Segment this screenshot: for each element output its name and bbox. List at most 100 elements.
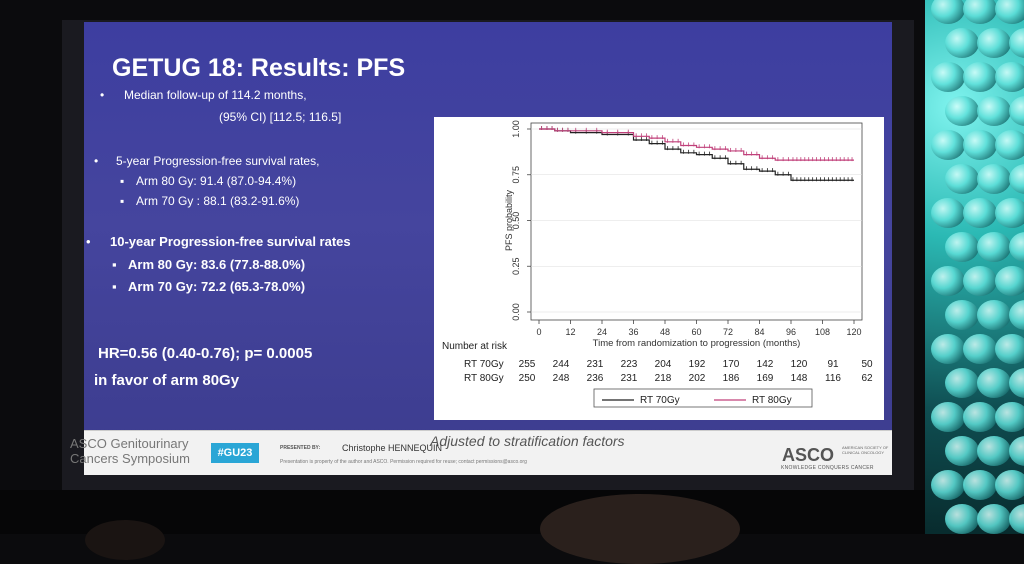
adjusted-note: Adjusted to stratification factors bbox=[430, 433, 625, 449]
wall-tile bbox=[1009, 368, 1024, 398]
presenter-name: Christophe HENNEQUIN bbox=[342, 443, 443, 453]
hr-line1: HR=0.56 (0.40-0.76); p= 0.0005 bbox=[98, 345, 313, 362]
followup-line2: (95% CI) [112.5; 116.5] bbox=[219, 110, 342, 124]
wall-tile bbox=[995, 266, 1024, 296]
series-line-rt80 bbox=[539, 128, 854, 161]
wall-tile bbox=[963, 62, 997, 92]
series-line-rt70 bbox=[539, 128, 854, 181]
wall-tile bbox=[945, 368, 979, 398]
wall-tile bbox=[963, 334, 997, 364]
risk-row-label: RT 80Gy bbox=[464, 373, 504, 384]
risk-value: 250 bbox=[519, 373, 536, 384]
asco-tagline: KNOWLEDGE CONQUERS CANCER bbox=[781, 465, 874, 471]
wall-tile bbox=[945, 300, 979, 330]
risk-value: 186 bbox=[723, 373, 740, 384]
audience-area bbox=[0, 490, 925, 564]
risk-value: 231 bbox=[621, 373, 638, 384]
ten-year-arm70: Arm 70 Gy: 72.2 (65.3-78.0%) bbox=[128, 279, 306, 294]
slide: GETUG 18: Results: PFS • Median follow-u… bbox=[84, 22, 892, 470]
wall-tile bbox=[995, 130, 1024, 160]
risk-table-heading: Number at risk bbox=[442, 341, 508, 352]
ten-year-heading: 10-year Progression-free survival rates bbox=[110, 234, 351, 249]
x-tick-label: 108 bbox=[815, 327, 830, 337]
risk-value: 91 bbox=[827, 359, 839, 370]
x-tick-label: 36 bbox=[628, 327, 638, 337]
wall-tile bbox=[977, 300, 1011, 330]
bullet-dot: • bbox=[94, 154, 99, 168]
risk-value: 236 bbox=[587, 373, 604, 384]
wall-tile bbox=[977, 436, 1011, 466]
wall-tile bbox=[963, 266, 997, 296]
legend-label-rt80: RT 80Gy bbox=[752, 395, 792, 406]
risk-value: 255 bbox=[519, 359, 536, 370]
risk-value: 223 bbox=[621, 359, 638, 370]
hashtag-badge: #GU23 bbox=[211, 443, 259, 463]
y-tick-label: 0.50 bbox=[511, 212, 521, 230]
wall-tile bbox=[931, 266, 965, 296]
wall-tile bbox=[931, 334, 965, 364]
risk-value: 204 bbox=[655, 359, 672, 370]
x-tick-label: 24 bbox=[597, 327, 607, 337]
wall-tile bbox=[931, 402, 965, 432]
km-chart: 0.00 0.25 0.50 0.75 1.00 0 12 24 36 48 60 72 84 96 108… bbox=[442, 120, 873, 408]
wall-tile bbox=[1009, 96, 1024, 126]
wall-tile bbox=[931, 62, 965, 92]
x-tick-label: 96 bbox=[786, 327, 796, 337]
asco-gu-line1: ASCO Genitourinary bbox=[70, 436, 189, 451]
wall-tile bbox=[945, 28, 979, 58]
risk-value: 202 bbox=[689, 373, 706, 384]
wall-tile bbox=[1009, 164, 1024, 194]
wall-tile bbox=[945, 232, 979, 262]
risk-value: 192 bbox=[689, 359, 706, 370]
wall-tile bbox=[963, 130, 997, 160]
risk-value: 244 bbox=[553, 359, 570, 370]
x-tick-label: 84 bbox=[754, 327, 764, 337]
hr-line2: in favor of arm 80Gy bbox=[94, 372, 240, 389]
sub-bullet: ▪ bbox=[112, 257, 117, 272]
km-chart-panel: 0.00 0.25 0.50 0.75 1.00 0 12 24 36 48 60 72 84 96 108… bbox=[434, 117, 884, 420]
wall-tile bbox=[995, 334, 1024, 364]
sub-bullet: ▪ bbox=[120, 174, 125, 188]
slide-footer: Adjusted to stratification factors ASCO … bbox=[70, 430, 892, 475]
risk-value: 169 bbox=[757, 373, 774, 384]
risk-value: 62 bbox=[861, 373, 873, 384]
risk-value: 142 bbox=[757, 359, 774, 370]
followup-line1: Median follow-up of 114.2 months, bbox=[124, 88, 307, 102]
audience-head bbox=[85, 520, 165, 560]
x-tick-label: 48 bbox=[660, 327, 670, 337]
wall-tile bbox=[995, 0, 1024, 24]
audience-head bbox=[540, 494, 740, 564]
wall-tile bbox=[945, 504, 979, 534]
sub-bullet: ▪ bbox=[120, 194, 125, 208]
risk-value: 248 bbox=[553, 373, 570, 384]
x-tick-label: 120 bbox=[846, 327, 861, 337]
wall-tile bbox=[1009, 300, 1024, 330]
risk-value: 120 bbox=[791, 359, 808, 370]
wall-tile bbox=[945, 96, 979, 126]
wall-tile bbox=[945, 164, 979, 194]
sub-bullet: ▪ bbox=[112, 279, 117, 294]
background-lit-wall bbox=[925, 0, 1024, 534]
wall-tile bbox=[931, 470, 965, 500]
bullet-dot: • bbox=[86, 234, 91, 249]
x-tick-label: 60 bbox=[691, 327, 701, 337]
slide-title: GETUG 18: Results: PFS bbox=[112, 54, 406, 82]
y-axis-label: PFS probability bbox=[504, 189, 514, 251]
ten-year-arm80: Arm 80 Gy: 83.6 (77.8-88.0%) bbox=[128, 257, 306, 272]
risk-value: 50 bbox=[861, 359, 873, 370]
risk-row-label: RT 70Gy bbox=[464, 359, 504, 370]
y-tick-label: 0.00 bbox=[511, 303, 521, 321]
wall-tile bbox=[1009, 436, 1024, 466]
wall-tile bbox=[963, 470, 997, 500]
wall-tile bbox=[977, 368, 1011, 398]
wall-tile bbox=[977, 504, 1011, 534]
wall-tile bbox=[977, 28, 1011, 58]
wall-tile bbox=[963, 198, 997, 228]
x-axis-label: Time from randomization to progression (… bbox=[593, 338, 801, 349]
wall-tile bbox=[1009, 232, 1024, 262]
wall-tile bbox=[1009, 28, 1024, 58]
legend-box bbox=[593, 388, 813, 408]
legend-label-rt70: RT 70Gy bbox=[640, 395, 680, 406]
wall-tile bbox=[995, 402, 1024, 432]
presented-by-label: PRESENTED BY: bbox=[280, 445, 321, 451]
